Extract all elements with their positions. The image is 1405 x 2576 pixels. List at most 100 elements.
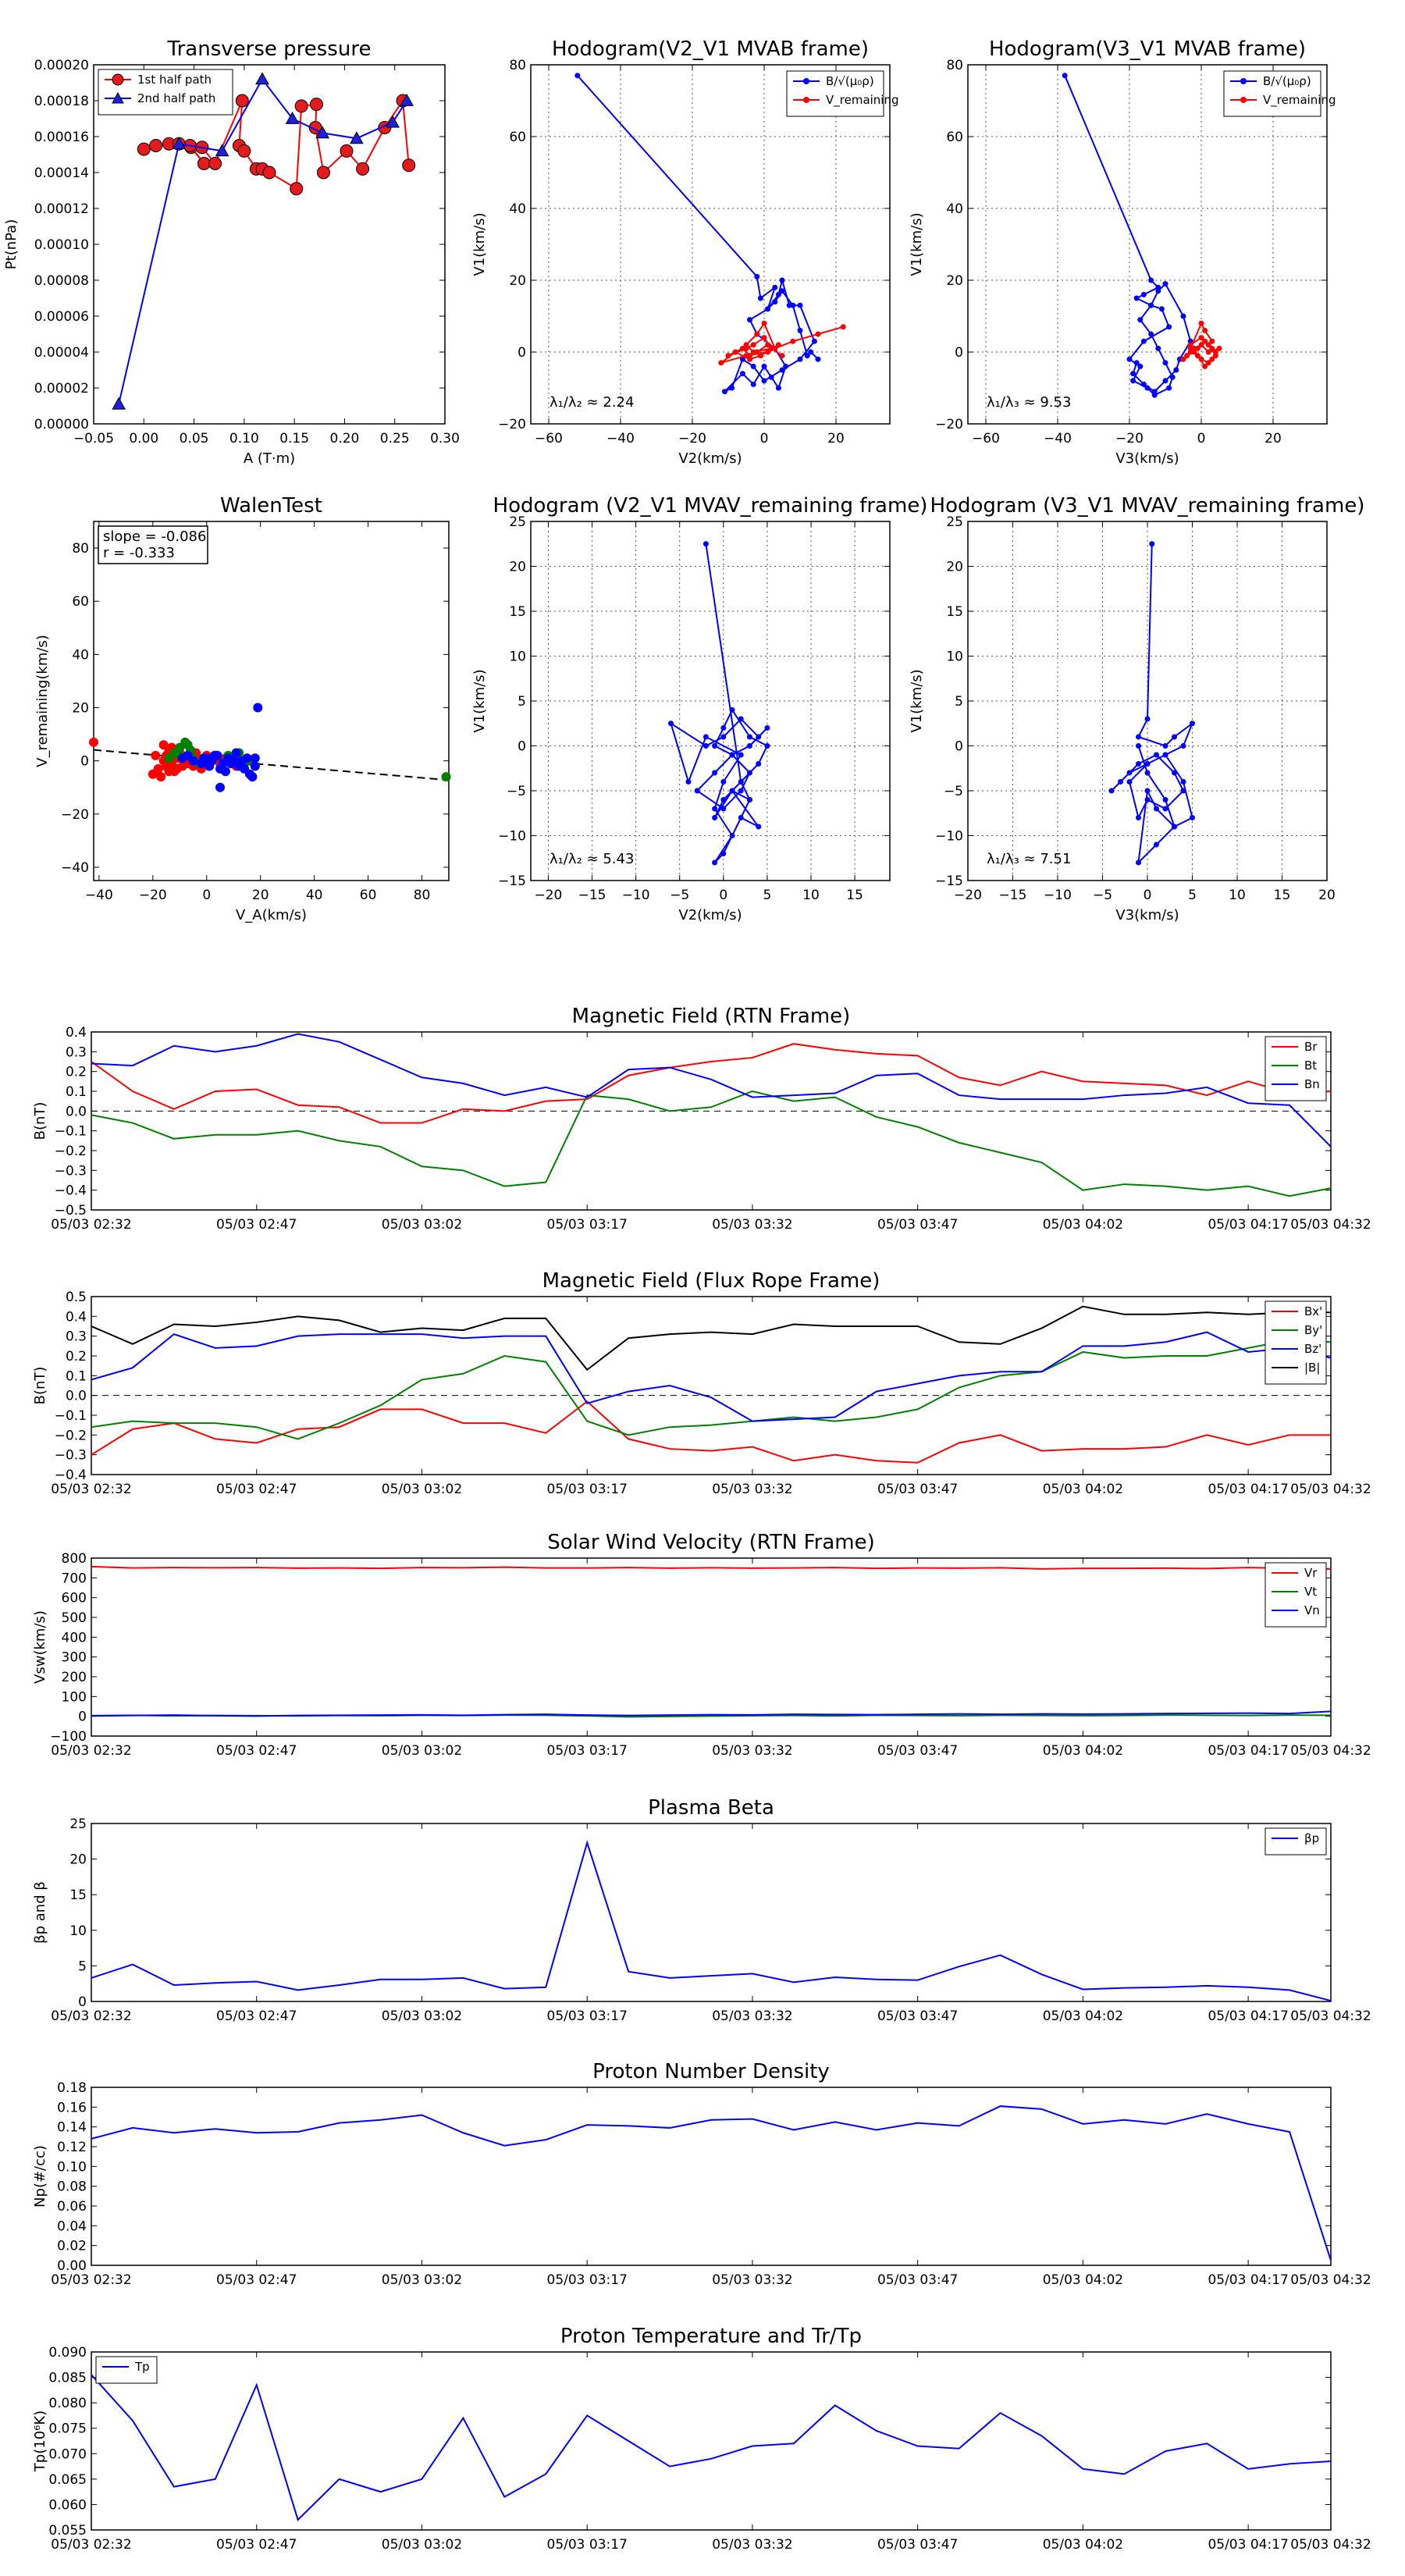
hodo21-point [768,345,774,351]
hodoA31-point [1144,770,1151,776]
np-xtick-label: 05/03 03:47 [877,2272,958,2288]
hodo21-point [765,349,771,355]
hodo21-point [757,353,763,359]
walen-ytick-label: 80 [72,541,89,557]
bflux-ytick-label: 0.1 [66,1368,87,1384]
hodoA31-point [1144,716,1151,722]
np-chart: Proton Number Density 0.00 0.02 0.04 0.06 0.0… [32,2060,1371,2288]
hodo21-point [732,349,738,355]
walen-ylabel: V_remaining(km/s) [34,635,51,767]
bflux-xtick-label: 05/03 03:32 [712,1482,792,1497]
vsw-ytick-label: −100 [50,1729,87,1745]
pt-ytick-label: 0.00012 [34,201,89,217]
hodo31-title: Hodogram(V3_V1 MVAB frame) [989,37,1306,61]
hodo31-ytick-label: 40 [946,201,963,217]
pt-xtick-label: 0.10 [229,431,259,447]
bfield-series-line [91,1043,1332,1124]
pt-xlabel: A (T·m) [244,450,295,467]
pt-xtick-label: −0.05 [73,431,114,447]
tp-xtick-label: 05/03 02:32 [51,2537,131,2553]
bfield-ytick-label: −0.1 [55,1124,87,1140]
beta-ytick-label: 0 [78,1994,87,2010]
beta-series-line [91,1840,1332,2002]
bflux-chart: Magnetic Field (Flux Rope Frame) −0.4 −0.3… [32,1269,1371,1497]
vsw-xtick-label: 05/03 04:32 [1290,1743,1371,1759]
hodoA31-point [1118,779,1123,785]
pt-point [356,162,370,176]
bfield-ytick-label: 0.3 [66,1044,87,1060]
tp-ytick-label: 0.055 [48,2523,87,2539]
vsw-title: Solar Wind Velocity (RTN Frame) [547,1531,874,1554]
bfield-xtick-label: 05/03 03:17 [547,1217,628,1233]
hodoA31-ytick-label: −5 [944,784,963,799]
beta-xtick-label: 05/03 02:32 [51,2008,131,2024]
pt-point [112,397,126,410]
hodo21-point [797,327,803,333]
hodo21-point [739,371,745,377]
hodoA31-point [1190,815,1195,820]
hodoA31-point [1162,743,1168,749]
bfield-ytick-label: −0.4 [55,1183,87,1199]
hodo21-point [757,295,763,301]
walen-point [188,756,198,766]
hodoA21-ytick-label: 15 [509,604,526,620]
pt-ytick-label: 0.00018 [34,94,89,109]
hodo31-ytick-label: 60 [946,130,963,145]
np-ytick-label: 0.16 [57,2100,87,2115]
bfield-ytick-label: −0.2 [55,1144,87,1159]
pt-point [208,157,222,170]
hodoA31-ytick-label: 5 [955,694,963,710]
bflux-legend [1264,1300,1327,1385]
bfield-ytick-label: 0.2 [66,1065,87,1080]
hodo31-point [1130,378,1136,384]
hodo31-point [1184,353,1190,359]
vsw-ytick-label: 600 [62,1591,87,1606]
hodoA31-ytick-label: −10 [935,829,963,845]
hodo31-xtick-label: −20 [1115,431,1144,447]
bflux-series-line [91,1305,1331,1372]
hodo21-ytick-label: 40 [509,201,526,217]
hodoA21-point [702,743,709,749]
hodo31-point [1216,345,1222,351]
bfield-chart: Magnetic Field (RTN Frame) −0.5 −0.4 −0.3 −0… [32,1005,1371,1233]
hodo21-legend-label: V_remaining [826,93,899,108]
np-plot-frame [91,2087,1332,2266]
hodo21-plot-frame [530,64,891,425]
walen-title: WalenTest [220,494,322,518]
hodo21-point [815,331,821,337]
hodoA21-point [738,788,744,794]
hodo21-point [775,385,781,391]
hodo31-point [1202,363,1208,369]
hodoA21-ytick-label: 20 [509,560,526,575]
hodoA21-point [738,779,744,785]
pt-point [197,157,211,170]
hodo31-legend-marker [1240,78,1247,84]
walen-point [158,740,169,750]
hodo21-xtick-label: 20 [827,431,845,447]
walen-point [199,753,209,763]
pt-point [386,115,400,128]
bfield-legend-label: Bn [1304,1077,1320,1091]
np-ytick-label: 0.00 [57,2258,87,2274]
tp-xtick-label: 05/03 03:02 [382,2537,462,2553]
hodo21-legend-label: B/√(μ₀ρ) [826,74,874,88]
hodoA21-point [756,824,762,830]
walen-point [237,756,247,766]
hodoA21-chart: Hodogram (V2_V1 MVAV_remaining frame) −15… [471,494,927,923]
walen-xtick-label: −20 [139,888,167,903]
walen-point [151,750,161,760]
bflux-xtick-label: 05/03 04:32 [1290,1482,1371,1497]
bfield-xtick-label: 05/03 03:47 [877,1217,958,1233]
vsw-ytick-label: 400 [62,1630,87,1646]
vsw-ytick-label: 100 [62,1689,87,1705]
hodoA31-point [1126,779,1133,785]
hodoA31-title: Hodogram (V3_V1 MVAV_remaining frame) [930,494,1365,518]
hodoA31-point [1190,720,1195,727]
hodoA21-point [729,752,735,758]
hodo21-ytick-label: 60 [509,130,526,145]
hodoA31-point [1162,752,1168,758]
hodoA21-point [729,707,735,713]
walen-annotation-line: slope = -0.086 [103,528,206,545]
vsw-series-line [91,1710,1332,1717]
